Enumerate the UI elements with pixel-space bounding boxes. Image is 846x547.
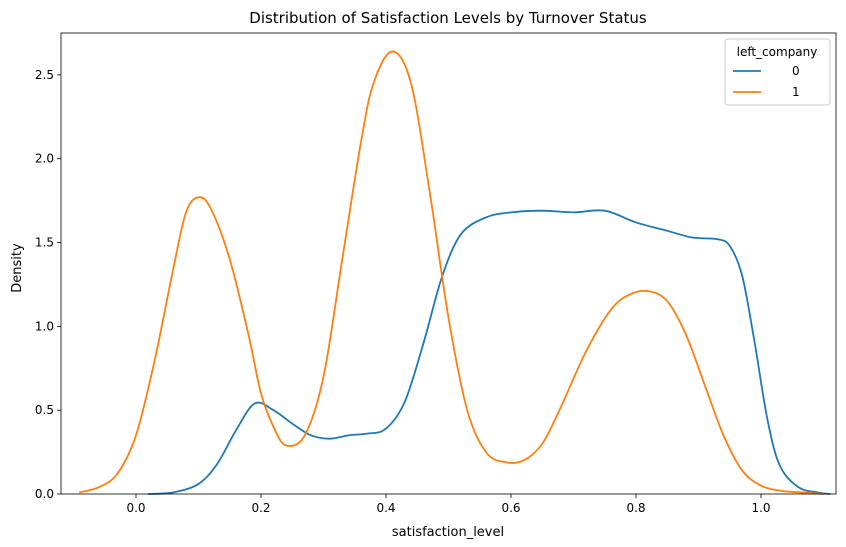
y-tick-label: 2.0 [35,152,54,166]
y-tick-label: 0.0 [35,487,54,501]
series-line-1 [80,51,824,494]
x-tick-label: 0.8 [626,501,645,515]
series-line-0 [149,210,830,494]
y-tick-label: 1.0 [35,319,54,333]
legend: left_company 0 1 [725,39,830,105]
x-tick-label: 1.0 [751,501,770,515]
y-tick-label: 2.5 [35,68,54,82]
legend-title: left_company [737,45,818,59]
axis-ticks: 0.0 0.2 0.4 0.6 0.8 1.0 0.0 0.5 1.0 1.5 2.0 2.5 [35,68,771,515]
y-tick-label: 1.5 [35,236,54,250]
x-tick-label: 0.6 [501,501,520,515]
series-lines [80,51,830,494]
x-tick-label: 0.4 [376,501,395,515]
y-axis-label: Density [10,243,25,293]
x-axis-label: satisfaction_level [392,525,504,540]
legend-label-0: 0 [792,64,800,78]
x-tick-label: 0.0 [126,501,145,515]
legend-label-1: 1 [792,85,800,99]
chart-title: Distribution of Satisfaction Levels by T… [249,9,647,27]
y-tick-label: 0.5 [35,403,54,417]
x-tick-label: 0.2 [251,501,270,515]
